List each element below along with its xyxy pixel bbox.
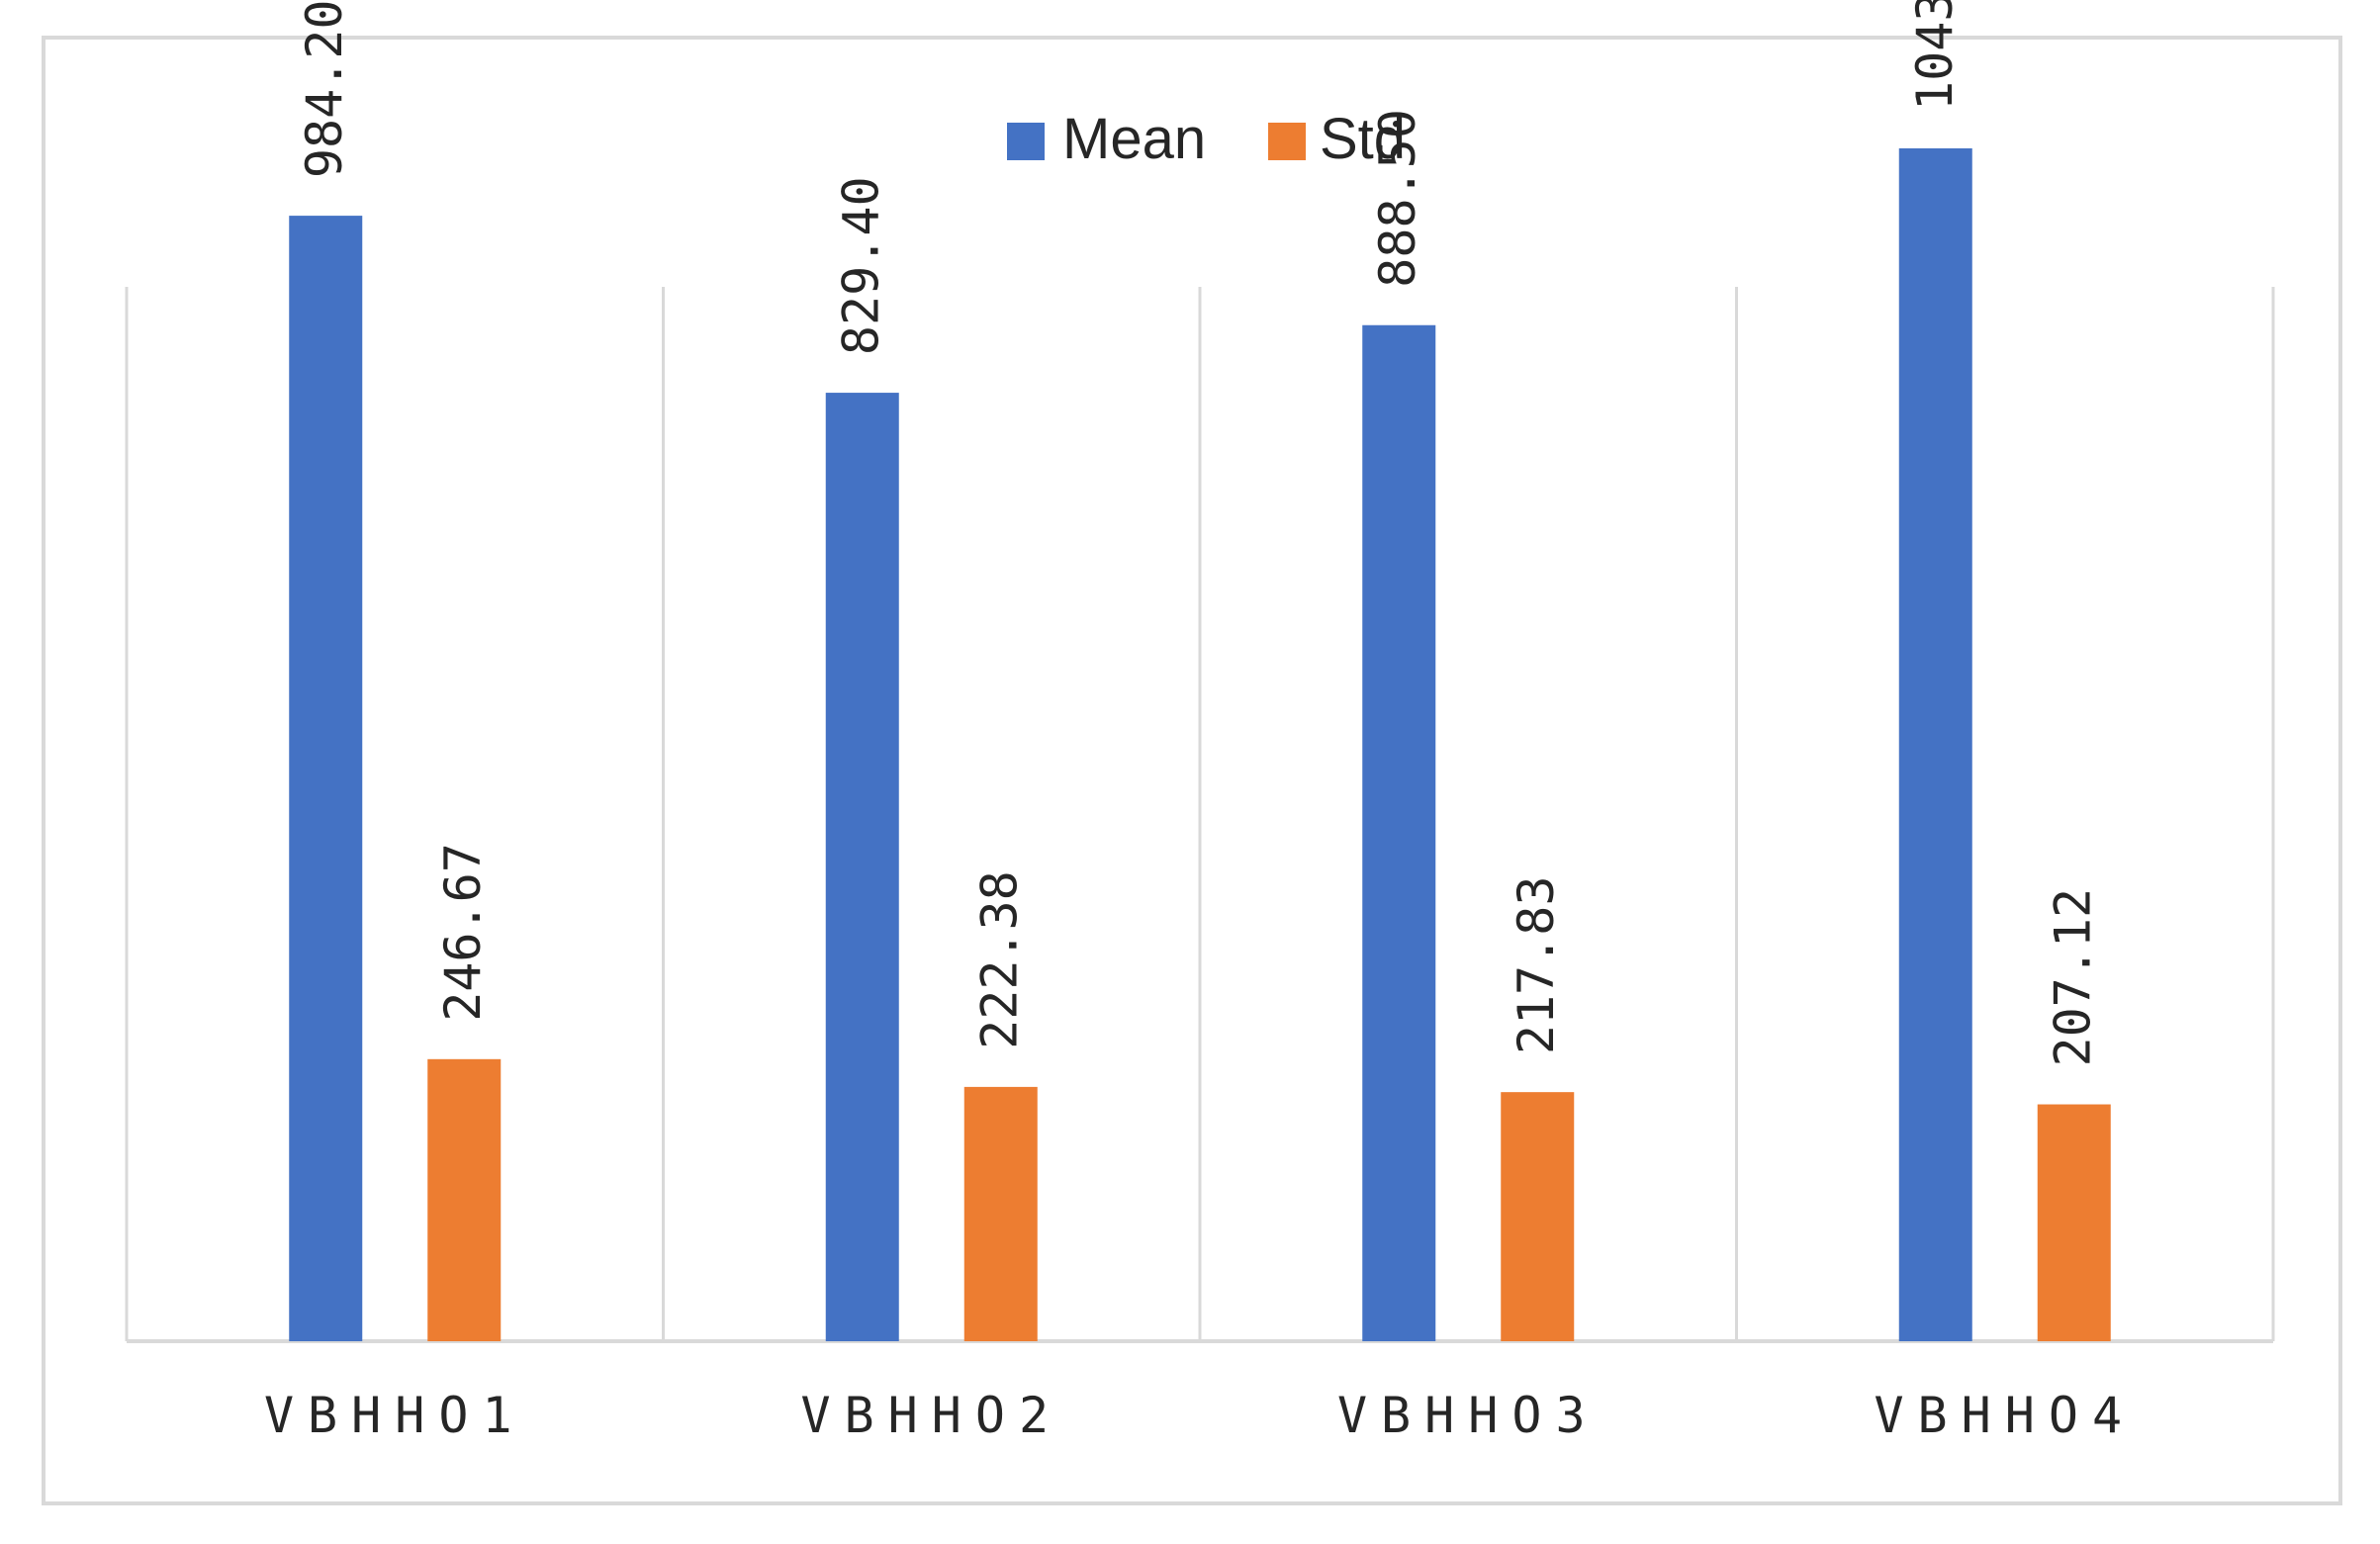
- bar-std-vbhho1: [427, 1058, 502, 1341]
- bars: [289, 148, 2111, 1341]
- x-tick-label-vbhho3: VBHHO3: [1337, 1387, 1600, 1444]
- bar-mean-vbhho3: [1362, 324, 1436, 1341]
- x-tick-label-vbhho4: VBHHO4: [1874, 1387, 2136, 1444]
- bar-std-vbhho4: [2037, 1104, 2111, 1341]
- data-label-std-vbhho3: 217.83: [1508, 876, 1565, 1055]
- bar-std-vbhho2: [963, 1086, 1038, 1341]
- data-label-std-vbhho1: 246.67: [434, 843, 492, 1022]
- bar-mean-vbhho4: [1898, 148, 1972, 1341]
- legend-label-std: Std: [1320, 107, 1406, 171]
- legend: Mean Std: [1007, 107, 1406, 171]
- legend-label-mean: Mean: [1062, 107, 1206, 171]
- data-label-std-vbhho2: 222.38: [971, 870, 1029, 1049]
- data-labels: 984.20 246.67 829.40 222.38 888.50 217.83 1043…: [296, 0, 2102, 1067]
- data-label-mean-vbhho1: 984.20: [296, 0, 353, 178]
- legend-swatch-std: [1268, 123, 1306, 160]
- data-label-std-vbhho4: 207.12: [2045, 888, 2102, 1067]
- data-label-mean-vbhho4: 1043.10: [1906, 0, 1964, 111]
- bar-std-vbhho3: [1501, 1092, 1575, 1341]
- x-axis-ticks: VBHHO1 VBHHO2 VBHHO3 VBHHO4: [264, 1387, 2136, 1444]
- x-tick-label-vbhho1: VBHHO1: [264, 1387, 526, 1444]
- data-label-mean-vbhho2: 829.40: [833, 176, 890, 355]
- legend-swatch-mean: [1007, 123, 1045, 160]
- x-tick-label-vbhho2: VBHHO2: [800, 1387, 1062, 1444]
- bar-mean-vbhho1: [289, 216, 363, 1341]
- data-label-mean-vbhho3: 888.50: [1369, 109, 1426, 288]
- bar-mean-vbhho2: [825, 393, 899, 1341]
